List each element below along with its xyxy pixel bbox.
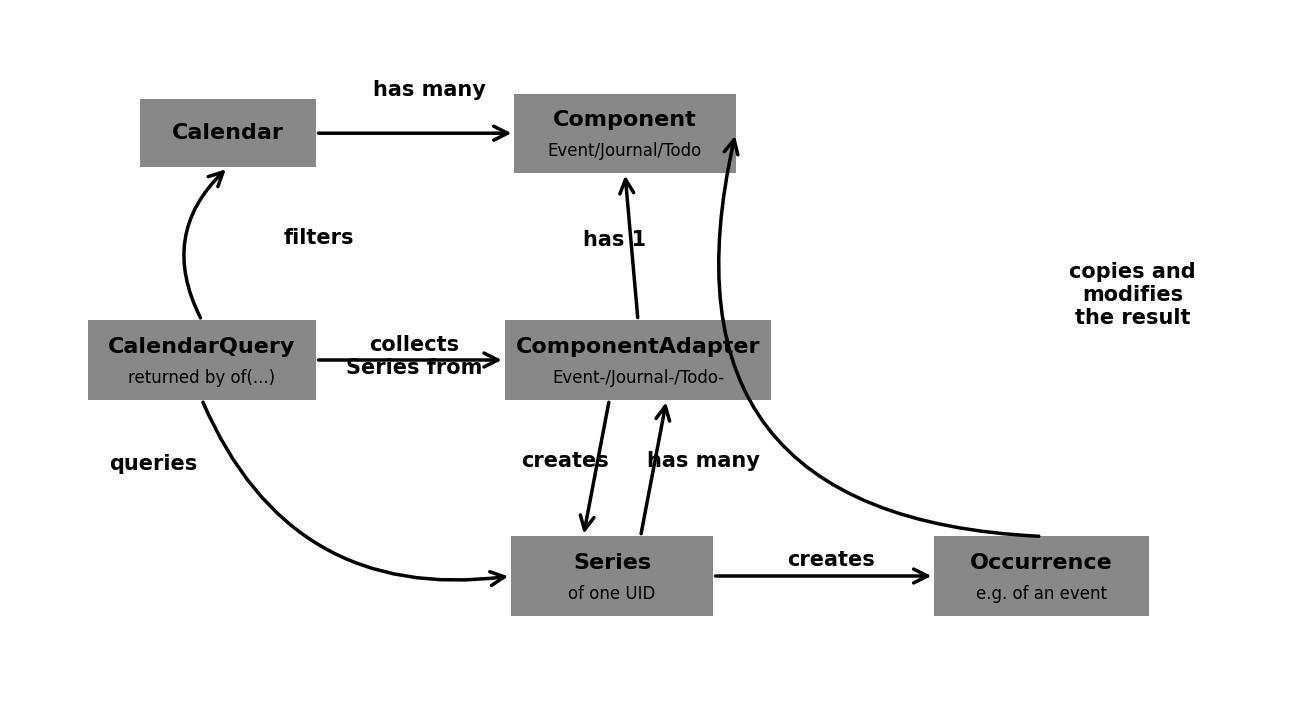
FancyBboxPatch shape xyxy=(89,320,316,400)
Text: has many: has many xyxy=(647,451,759,471)
Text: Occurrence: Occurrence xyxy=(970,553,1113,573)
Text: filters: filters xyxy=(284,228,354,248)
Text: Component: Component xyxy=(553,110,697,130)
Text: queries: queries xyxy=(109,454,198,474)
Text: creates: creates xyxy=(786,550,875,570)
Text: e.g. of an event: e.g. of an event xyxy=(976,585,1107,603)
Text: copies and
modifies
the result: copies and modifies the result xyxy=(1069,262,1197,328)
FancyBboxPatch shape xyxy=(139,99,316,167)
FancyBboxPatch shape xyxy=(514,94,736,173)
Text: Event/Journal/Todo: Event/Journal/Todo xyxy=(548,143,702,161)
Text: has many: has many xyxy=(374,80,486,100)
Text: Event-/Journal-/Todo-: Event-/Journal-/Todo- xyxy=(552,369,724,387)
FancyBboxPatch shape xyxy=(510,536,713,616)
Text: collects
Series from: collects Series from xyxy=(346,335,482,378)
Text: ComponentAdapter: ComponentAdapter xyxy=(516,337,760,357)
Text: returned by of(...): returned by of(...) xyxy=(129,369,275,387)
FancyBboxPatch shape xyxy=(935,536,1150,616)
Text: has 1: has 1 xyxy=(583,230,646,250)
FancyBboxPatch shape xyxy=(505,320,771,400)
Text: CalendarQuery: CalendarQuery xyxy=(108,337,296,357)
Text: creates: creates xyxy=(521,451,609,471)
Text: Series: Series xyxy=(573,553,651,573)
Text: Calendar: Calendar xyxy=(172,123,284,143)
Text: of one UID: of one UID xyxy=(568,585,656,603)
